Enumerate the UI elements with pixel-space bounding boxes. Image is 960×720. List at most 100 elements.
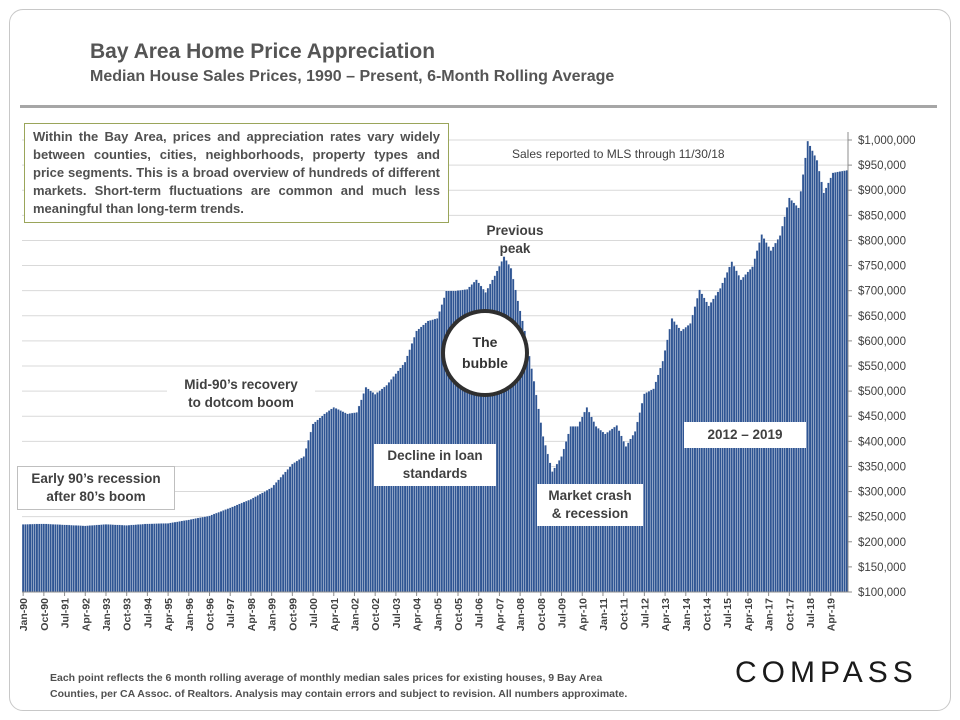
price-bar [249, 498, 253, 593]
price-bar [507, 264, 510, 593]
price-bar [339, 410, 342, 593]
price-bar [141, 523, 145, 593]
price-bar [166, 523, 170, 593]
price-bar [196, 517, 200, 593]
price-bar [150, 523, 154, 593]
price-bar [788, 197, 791, 593]
price-bar [226, 508, 230, 593]
price-bar [72, 524, 76, 593]
annotation-early-90s: Early 90’s recession after 80’s boom [17, 466, 175, 510]
price-bar [364, 386, 368, 593]
price-bar [79, 525, 82, 593]
price-bar [201, 516, 204, 593]
price-bar [247, 499, 250, 593]
price-bar [817, 170, 821, 593]
annotation-line: after 80’s boom [46, 489, 146, 504]
price-bar [102, 524, 106, 593]
x-tick-label: Oct-05 [453, 598, 465, 631]
price-bar [93, 524, 96, 593]
price-bar [231, 506, 234, 593]
price-bar [67, 524, 71, 593]
x-tick-label: Jul-12 [639, 598, 651, 629]
price-bar [824, 187, 828, 593]
annotation-line: bubble [462, 355, 508, 371]
price-bar [758, 242, 761, 593]
price-bar [185, 519, 188, 593]
y-tick-label: $200,000 [858, 537, 906, 549]
price-bar [180, 520, 184, 593]
y-tick-label: $300,000 [858, 487, 906, 499]
y-tick-label: $600,000 [858, 336, 906, 348]
y-tick-label: $650,000 [858, 311, 906, 323]
price-bar [380, 388, 384, 593]
price-bar [804, 157, 807, 593]
price-bar [707, 305, 711, 593]
price-bar [643, 393, 646, 593]
price-bar [95, 524, 99, 593]
price-bar [327, 410, 331, 593]
price-bar [58, 524, 62, 593]
x-tick-label: Apr-10 [577, 598, 589, 631]
price-bar [159, 523, 163, 593]
price-bar [83, 525, 87, 593]
price-bar [212, 513, 216, 593]
price-bar [203, 516, 207, 593]
y-tick-label: $250,000 [858, 512, 906, 524]
price-bar [129, 524, 133, 593]
x-tick-label: Oct-90 [39, 598, 51, 631]
price-bar [297, 459, 301, 593]
price-bar [194, 518, 198, 593]
x-tick-label: Jan-02 [350, 598, 362, 631]
price-bar [670, 318, 674, 593]
x-tick-label: Oct-99 [287, 598, 299, 631]
price-bar [355, 412, 359, 593]
price-bar [654, 381, 658, 593]
price-bar [81, 525, 85, 593]
price-bar [838, 171, 842, 593]
x-tick-label: Oct-17 [784, 598, 796, 631]
price-bar [647, 390, 651, 593]
price-bar [334, 408, 338, 593]
price-bar [49, 523, 53, 593]
price-bar [31, 523, 34, 593]
price-bar [672, 321, 676, 593]
x-tick-label: Jul-03 [391, 598, 403, 629]
price-bar [675, 324, 678, 593]
annotation-line: Decline in loan [387, 448, 483, 463]
price-bar [44, 523, 48, 593]
price-bar [820, 181, 823, 593]
x-tick-label: Jul-94 [142, 598, 154, 629]
price-bar [178, 521, 181, 593]
price-bar [77, 525, 80, 593]
price-bar [764, 242, 768, 593]
price-bar [104, 524, 108, 593]
x-tick-label: Jan-93 [101, 598, 113, 631]
page-title: Bay Area Home Price Appreciation [90, 40, 436, 63]
price-bar [284, 471, 287, 593]
x-tick-label: Oct-02 [370, 598, 382, 631]
price-bar [691, 314, 695, 593]
price-bar [656, 374, 660, 593]
price-bar [164, 523, 168, 593]
price-bar [148, 523, 152, 593]
price-bar [265, 489, 269, 593]
price-bar [54, 524, 57, 593]
price-bar [143, 523, 147, 593]
y-tick-label: $850,000 [858, 210, 906, 222]
price-bar [277, 479, 280, 593]
price-bar [323, 413, 326, 593]
price-bar [175, 521, 179, 593]
price-bar [686, 325, 690, 593]
price-bar [125, 525, 129, 593]
price-bar [182, 520, 186, 593]
x-tick-label: Oct-96 [205, 598, 217, 631]
price-bar [198, 517, 202, 593]
price-bar [659, 367, 662, 593]
y-tick-label: $550,000 [858, 361, 906, 373]
title-divider [20, 105, 937, 108]
price-bar [120, 524, 124, 593]
price-bar [251, 497, 255, 593]
x-tick-label: Jul-15 [722, 598, 734, 629]
price-bar [348, 413, 352, 593]
y-tick-label: $150,000 [858, 562, 906, 574]
